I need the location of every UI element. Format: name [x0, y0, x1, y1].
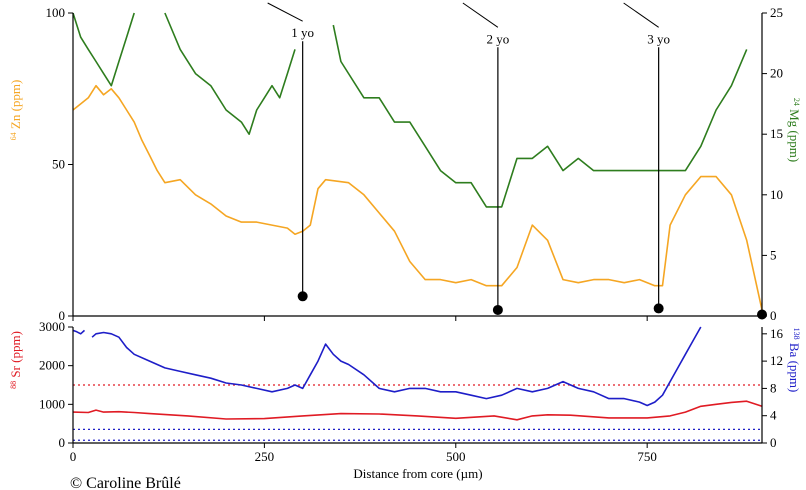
bottom-left-tick-label: 2000 [39, 358, 65, 373]
copyright-text: © Caroline Brûlé [70, 475, 181, 490]
bottom-right-tick-label: 8 [770, 380, 777, 395]
bottom-right-tick-label: 16 [770, 326, 784, 341]
ba-series-line [72, 326, 702, 407]
age-marker-dot [653, 303, 664, 314]
age-marker-label: 2 yo [487, 31, 510, 46]
zn-series-line [72, 84, 763, 311]
age-marker-leader [623, 2, 659, 28]
bottom-panel-sr-ba: 0 1000 2000 3000 0 4 8 12 16 0 250 500 750 88 Sr (pp… [8, 319, 802, 481]
top-right-tick-label: 10 [770, 187, 783, 202]
bottom-right-tick-label: 12 [770, 353, 783, 368]
sr-axis-label-text: Sr (ppm) [8, 331, 23, 378]
mg-series-line [72, 12, 748, 208]
age-marker-label: 3 yo [647, 31, 670, 46]
top-panel-zn-mg: 1 yo 2 yo 3 yo 0 50 100 0 5 10 15 20 25 64 Zn (ppm… [8, 2, 802, 323]
age-marker-label: 1 yo [291, 25, 314, 40]
top-right-tick-label: 0 [770, 308, 777, 323]
bottom-x-tick-label: 500 [446, 449, 466, 464]
age-marker-dot [492, 304, 503, 315]
bottom-right-tick-label: 4 [770, 408, 777, 423]
top-left-tick-label: 100 [46, 5, 66, 20]
zn-axis-label: 64 Zn (ppm) [8, 80, 23, 141]
mg-axis-label-text: Mg (ppm) [787, 109, 802, 162]
top-right-tick-label: 25 [770, 5, 783, 20]
ba-axis-label-isotope: 138 [793, 328, 802, 340]
bottom-left-tick-label: 3000 [39, 319, 65, 334]
bottom-x-tick-label: 0 [70, 449, 77, 464]
zn-axis-label-text: Zn (ppm) [8, 80, 23, 129]
bottom-left-tick-label: 0 [59, 435, 66, 450]
ba-axis-label-text: Ba (ppm) [787, 343, 802, 392]
mg-axis-label: 24 Mg (ppm) [787, 98, 802, 162]
bottom-x-tick-label: 250 [255, 449, 275, 464]
age-marker-leader [267, 2, 303, 22]
bottom-x-tick-label: 750 [637, 449, 657, 464]
x-axis-label: Distance from core (µm) [353, 466, 482, 481]
top-right-tick-label: 5 [770, 247, 777, 262]
top-right-tick-label: 20 [770, 66, 783, 81]
bottom-right-tick-label: 0 [770, 435, 777, 450]
sr-series-line [72, 400, 763, 421]
mg-axis-label-isotope: 24 [793, 98, 802, 106]
top-right-tick-label: 15 [770, 126, 783, 141]
top-left-tick-label: 0 [59, 308, 66, 323]
ba-axis-label: 138 Ba (ppm) [787, 328, 802, 393]
age-marker-dot [297, 291, 308, 302]
zn-axis-label-isotope: 64 [9, 132, 18, 140]
sr-axis-label-isotope: 88 [9, 381, 18, 389]
bottom-left-tick-label: 1000 [39, 396, 65, 411]
sr-axis-label: 88 Sr (ppm) [8, 331, 23, 389]
age-marker-leader [462, 2, 499, 28]
top-left-tick-label: 50 [52, 157, 65, 172]
